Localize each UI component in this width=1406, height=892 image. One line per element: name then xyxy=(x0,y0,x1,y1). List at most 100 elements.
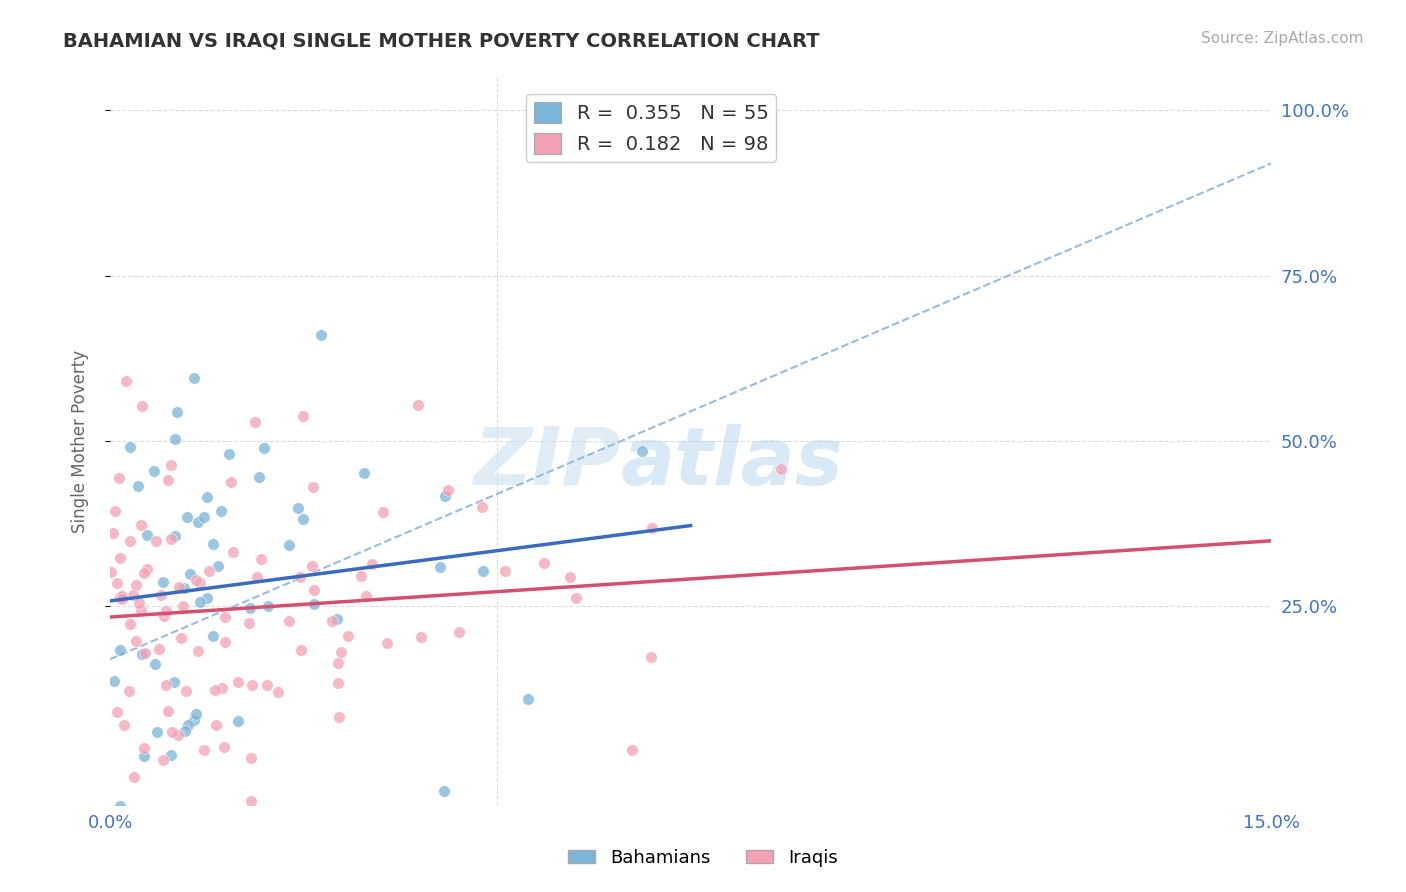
Point xyxy=(209,504,232,518)
Point xyxy=(132,749,155,764)
Point xyxy=(354,589,377,603)
Point xyxy=(226,674,249,689)
Point xyxy=(135,528,157,542)
Point xyxy=(202,628,225,642)
Point xyxy=(142,464,165,478)
Point xyxy=(198,565,221,579)
Point xyxy=(186,573,208,587)
Point xyxy=(156,705,179,719)
Text: ZIP: ZIP xyxy=(474,424,621,502)
Point xyxy=(328,676,350,690)
Point xyxy=(159,748,181,763)
Point xyxy=(330,644,353,658)
Point xyxy=(160,458,183,472)
Y-axis label: Single Mother Poverty: Single Mother Poverty xyxy=(72,350,89,533)
Point xyxy=(337,630,360,644)
Point xyxy=(641,521,664,535)
Point xyxy=(411,631,433,645)
Point xyxy=(195,591,218,605)
Text: BAHAMIAN VS IRAQI SINGLE MOTHER POVERTY CORRELATION CHART: BAHAMIAN VS IRAQI SINGLE MOTHER POVERTY … xyxy=(63,31,820,50)
Point xyxy=(207,559,229,574)
Point xyxy=(565,591,588,606)
Point xyxy=(516,692,538,706)
Point xyxy=(155,678,177,692)
Point xyxy=(373,505,395,519)
Point xyxy=(292,512,315,526)
Point xyxy=(292,409,315,423)
Point xyxy=(118,440,141,454)
Point xyxy=(302,583,325,598)
Point xyxy=(110,590,132,604)
Point xyxy=(145,533,167,548)
Point xyxy=(173,723,195,738)
Point xyxy=(118,683,141,698)
Point xyxy=(127,478,149,492)
Point xyxy=(134,740,156,755)
Point xyxy=(353,466,375,480)
Point xyxy=(156,473,179,487)
Point xyxy=(240,678,263,692)
Point xyxy=(188,576,211,591)
Point xyxy=(162,725,184,739)
Point xyxy=(321,615,343,629)
Text: Source: ZipAtlas.com: Source: ZipAtlas.com xyxy=(1201,31,1364,46)
Point xyxy=(152,574,174,589)
Point xyxy=(110,590,132,604)
Point xyxy=(287,500,309,515)
Legend: R =  0.355   N = 55, R =  0.182   N = 98: R = 0.355 N = 55, R = 0.182 N = 98 xyxy=(526,95,776,162)
Point xyxy=(328,656,350,670)
Point xyxy=(167,580,190,594)
Point xyxy=(288,569,311,583)
Point xyxy=(105,705,128,719)
Point xyxy=(174,683,197,698)
Point xyxy=(128,596,150,610)
Point xyxy=(122,770,145,784)
Point xyxy=(375,635,398,649)
Point xyxy=(152,753,174,767)
Point xyxy=(187,644,209,658)
Point xyxy=(160,533,183,547)
Point xyxy=(630,443,652,458)
Point xyxy=(150,588,173,602)
Text: atlas: atlas xyxy=(621,424,844,502)
Point xyxy=(173,582,195,596)
Point xyxy=(155,604,177,618)
Point xyxy=(111,592,134,607)
Point xyxy=(170,631,193,645)
Point xyxy=(360,557,382,571)
Point xyxy=(204,683,226,698)
Point xyxy=(301,558,323,573)
Point xyxy=(245,570,267,584)
Point xyxy=(211,681,233,696)
Point xyxy=(103,526,125,541)
Point xyxy=(115,374,138,388)
Point xyxy=(187,516,209,530)
Point xyxy=(214,610,236,624)
Point xyxy=(152,609,174,624)
Point xyxy=(118,533,141,548)
Point xyxy=(166,405,188,419)
Point xyxy=(136,562,159,576)
Point xyxy=(112,718,135,732)
Legend: Bahamians, Iraqis: Bahamians, Iraqis xyxy=(561,842,845,874)
Point xyxy=(267,685,290,699)
Point xyxy=(134,646,156,660)
Point xyxy=(276,814,298,828)
Point xyxy=(256,678,278,692)
Point xyxy=(205,718,228,732)
Point xyxy=(176,510,198,524)
Point xyxy=(278,538,301,552)
Point xyxy=(108,471,131,485)
Point xyxy=(257,599,280,613)
Point xyxy=(447,624,470,639)
Point xyxy=(183,713,205,727)
Point xyxy=(190,595,212,609)
Point xyxy=(219,475,242,489)
Point xyxy=(769,462,792,476)
Point xyxy=(193,743,215,757)
Point xyxy=(328,710,350,724)
Point xyxy=(243,416,266,430)
Point xyxy=(494,564,516,578)
Point xyxy=(202,537,225,551)
Point xyxy=(172,599,194,614)
